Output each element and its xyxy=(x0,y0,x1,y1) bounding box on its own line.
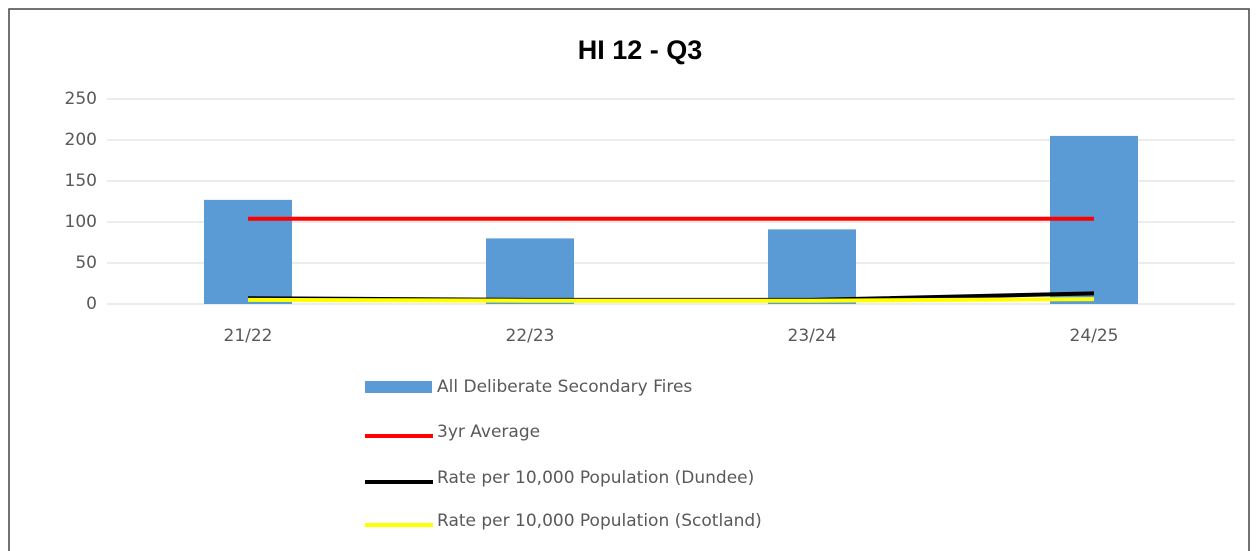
y-tick-label: 150 xyxy=(65,171,97,191)
chart-title: HI 12 - Q3 xyxy=(578,35,703,65)
y-tick-label: 250 xyxy=(65,89,97,109)
legend-label: 3yr Average xyxy=(437,422,540,442)
y-tick-label: 50 xyxy=(75,253,97,273)
legend-swatch xyxy=(365,381,432,393)
bar xyxy=(204,199,292,304)
legend-label: All Deliberate Secondary Fires xyxy=(437,377,692,397)
x-tick-label: 22/23 xyxy=(506,326,555,346)
y-tick-label: 100 xyxy=(65,212,97,232)
y-tick-label: 200 xyxy=(65,130,97,150)
bar xyxy=(486,238,574,304)
x-tick-label: 24/25 xyxy=(1070,326,1119,346)
legend-label: Rate per 10,000 Population (Dundee) xyxy=(437,468,754,488)
bar xyxy=(768,229,856,304)
x-tick-label: 23/24 xyxy=(788,326,837,346)
legend-label: Rate per 10,000 Population (Scotland) xyxy=(437,511,762,531)
y-tick-label: 0 xyxy=(86,294,97,314)
x-tick-label: 21/22 xyxy=(224,326,273,346)
line-series xyxy=(247,297,1095,303)
